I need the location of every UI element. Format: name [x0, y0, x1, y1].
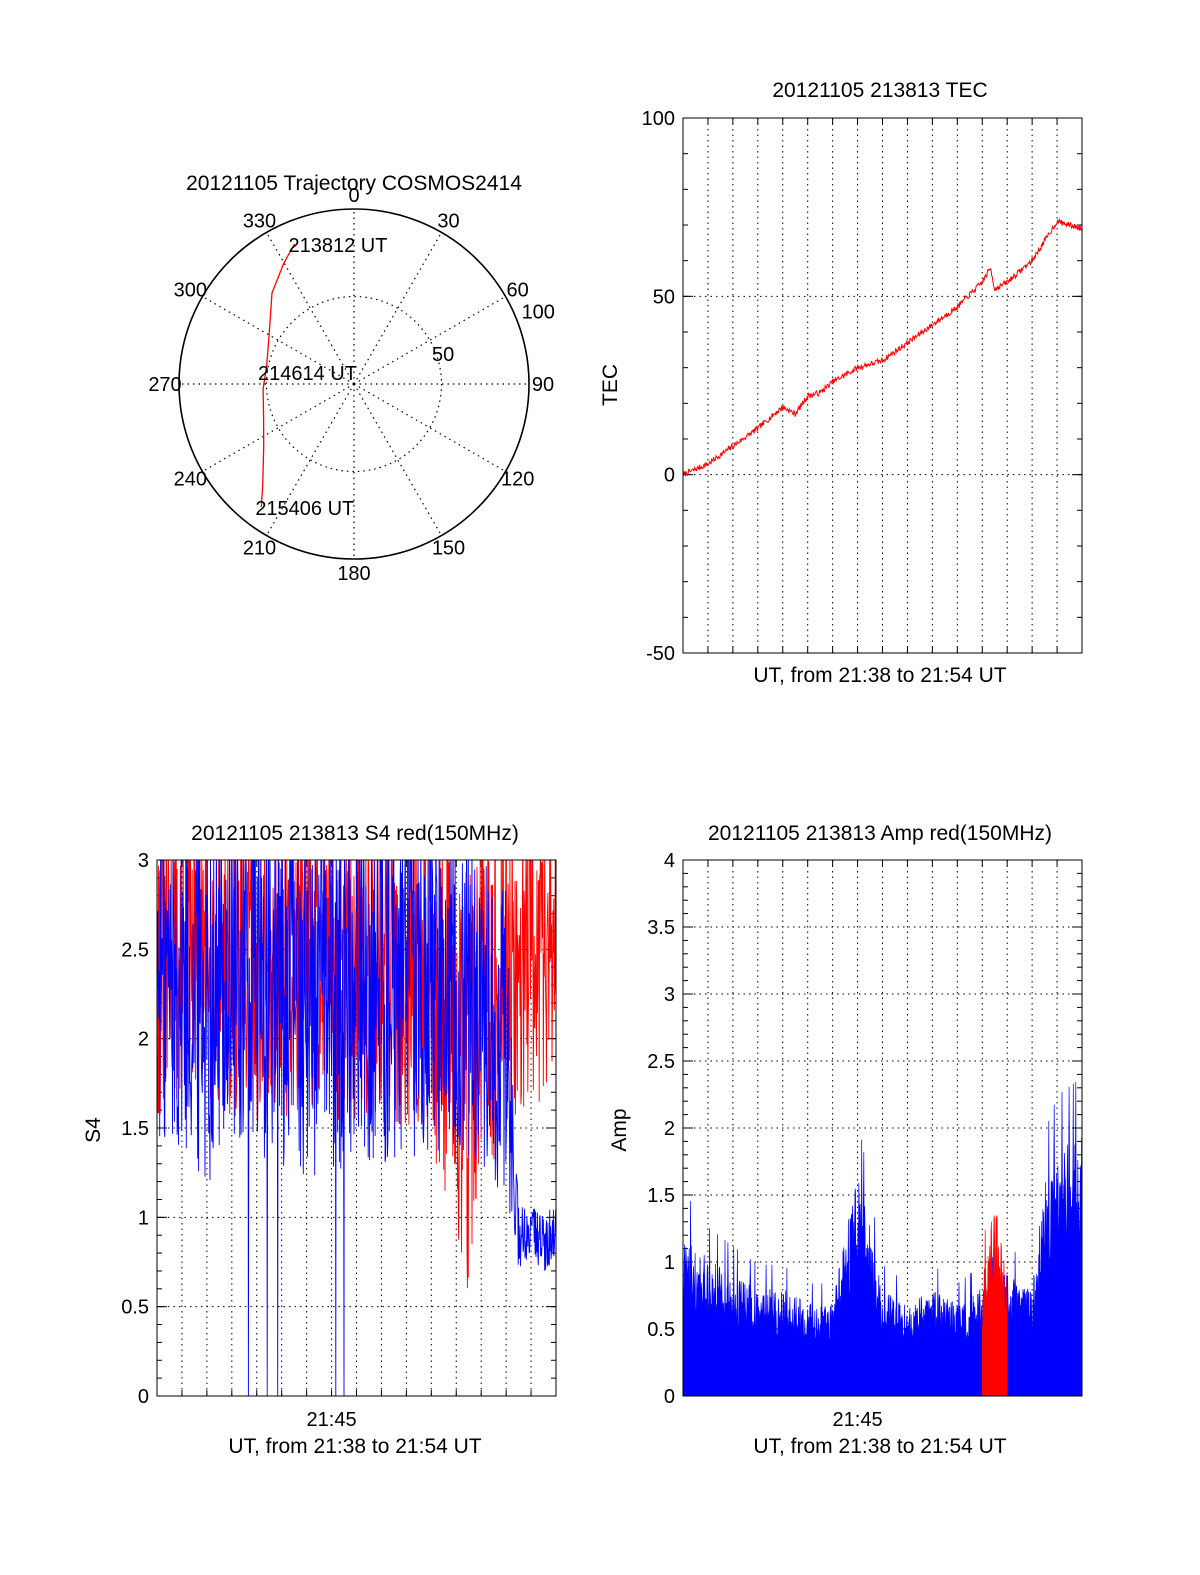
y-tick-label: 2.5	[647, 1051, 675, 1073]
amp-series	[682, 1081, 1083, 1397]
amp-plot: 20121105 213813 Amp red(150MHz) 0 0.5 1 1.5…	[608, 822, 1083, 1458]
y-tick-label: 1.5	[121, 1118, 149, 1140]
angle-tick-label: 180	[337, 563, 370, 585]
trajectory-time-label: 214614 UT	[258, 363, 357, 385]
s4-title: 20121105 213813 S4 red(150MHz)	[191, 822, 519, 845]
amp-ylabel: Amp	[608, 1108, 631, 1151]
s4-frame	[156, 859, 557, 1397]
y-tick-label: 3	[138, 850, 149, 872]
trajectory-annotations: 213812 UT 214614 UT 215406 UT	[255, 235, 387, 520]
amp-frame	[682, 859, 1083, 1397]
tec-grid	[683, 117, 1082, 654]
x-tick-label: 21:45	[307, 1409, 357, 1431]
tec-title: 20121105 213813 TEC	[772, 79, 987, 102]
angle-tick-label: 330	[243, 210, 276, 232]
trajectory-polar-plot: 20121105 Trajectory COSMOS2414 0 30 60 90 12…	[148, 172, 555, 585]
s4-blue-series-line	[157, 860, 556, 1396]
y-tick-label: 0.5	[121, 1297, 149, 1319]
angle-tick-label: 120	[501, 469, 534, 491]
y-tick-label: 2	[664, 1118, 675, 1140]
angle-tick-label: 240	[174, 469, 207, 491]
angle-tick-label: 270	[148, 374, 181, 396]
trajectory-series	[260, 243, 296, 508]
y-tick-label: 2	[138, 1029, 149, 1051]
y-tick-label: 50	[653, 286, 675, 308]
radius-label: 50	[432, 344, 454, 366]
polar-spoke	[353, 295, 506, 385]
amp-x-ticks: 21:45	[833, 1409, 883, 1431]
s4-series	[157, 860, 556, 1396]
s4-x-ticks: 21:45	[307, 1409, 357, 1431]
amp-blue-area	[682, 1081, 1083, 1397]
angle-tick-label: 0	[348, 185, 359, 207]
y-tick-label: -50	[646, 643, 675, 665]
polar-spoke	[353, 383, 443, 536]
polar-outer-circle	[178, 208, 530, 560]
s4-ylabel: S4	[82, 1117, 105, 1143]
angle-tick-label: 30	[437, 210, 459, 232]
angle-tick-label: 60	[507, 280, 529, 302]
radius-label: 100	[522, 301, 555, 323]
y-tick-label: 3	[664, 984, 675, 1006]
polar-spoke	[202, 383, 355, 473]
polar-ring-50	[265, 295, 443, 473]
y-tick-label: 100	[642, 108, 675, 130]
tec-ylabel: TEC	[599, 364, 622, 406]
angle-tick-label: 150	[432, 538, 465, 560]
y-tick-label: 1.5	[647, 1185, 675, 1207]
y-tick-label: 0.5	[647, 1319, 675, 1341]
tec-plot: 20121105 213813 TEC -50 0 50 100 TEC UT, fr…	[599, 79, 1083, 687]
angle-tick-label: 210	[243, 538, 276, 560]
y-tick-label: 3.5	[647, 917, 675, 939]
tec-xlabel: UT, from 21:38 to 21:54 UT	[753, 664, 1006, 687]
tec-line	[682, 217, 1083, 477]
s4-y-ticks: 0 0.5 1 1.5 2 2.5 3	[121, 850, 149, 1408]
s4-plot: 20121105 213813 S4 red(150MHz) 0 0.5 1 1.5 2…	[82, 822, 557, 1458]
trajectory-title: 20121105 Trajectory COSMOS2414	[186, 172, 522, 195]
tec-y-ticks: -50 0 50 100	[642, 108, 675, 665]
angle-tick-label: 90	[532, 374, 554, 396]
amp-title: 20121105 213813 Amp red(150MHz)	[708, 822, 1052, 845]
polar-grid	[179, 209, 529, 559]
trajectory-time-label: 215406 UT	[255, 498, 354, 520]
amp-xlabel: UT, from 21:38 to 21:54 UT	[753, 1435, 1006, 1458]
angle-tick-label: 300	[174, 280, 207, 302]
polar-angle-ticks: 0 30 60 90 120 150 180 210 240 270 300 330	[148, 185, 554, 585]
y-tick-label: 0	[664, 465, 675, 487]
tec-frame	[682, 117, 1083, 654]
amp-red-area	[981, 1215, 1008, 1397]
trajectory-time-label: 213812 UT	[289, 235, 388, 257]
trajectory-line	[260, 243, 296, 508]
polar-spoke	[353, 383, 506, 473]
y-tick-label: 1	[664, 1252, 675, 1274]
tec-series	[682, 217, 1083, 477]
y-tick-label: 4	[664, 850, 675, 872]
s4-grid	[157, 859, 556, 1397]
y-tick-label: 0	[664, 1386, 675, 1408]
y-tick-label: 0	[138, 1386, 149, 1408]
y-tick-label: 1	[138, 1207, 149, 1229]
s4-xlabel: UT, from 21:38 to 21:54 UT	[228, 1435, 481, 1458]
x-tick-label: 21:45	[833, 1409, 883, 1431]
polar-radius-labels: 50 100	[432, 301, 555, 366]
amp-y-ticks: 0 0.5 1 1.5 2 2.5 3 3.5 4	[647, 850, 675, 1408]
y-tick-label: 2.5	[121, 939, 149, 961]
